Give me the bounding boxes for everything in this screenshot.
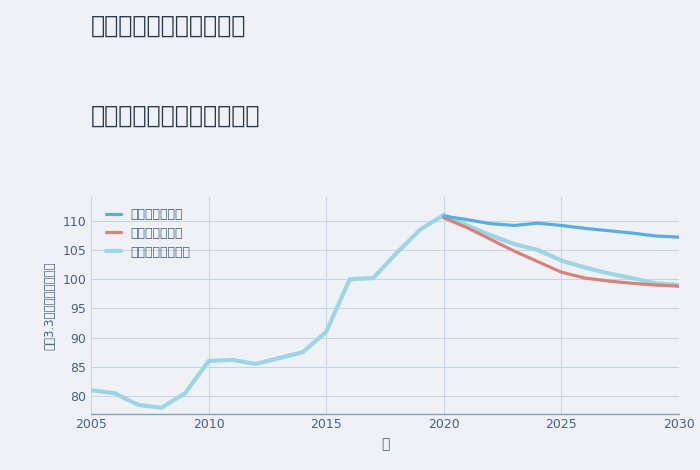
Line: グッドシナリオ: グッドシナリオ — [444, 216, 679, 237]
ノーマルシナリオ — [533, 247, 542, 253]
ノーマルシナリオ — [346, 276, 354, 282]
グッドシナリオ — [581, 226, 589, 231]
グッドシナリオ — [533, 220, 542, 226]
Text: 中古マンションの価格推移: 中古マンションの価格推移 — [91, 103, 260, 127]
グッドシナリオ — [651, 233, 659, 239]
ノーマルシナリオ — [581, 265, 589, 270]
バッドシナリオ — [675, 283, 683, 289]
ノーマルシナリオ — [393, 250, 401, 256]
ノーマルシナリオ — [87, 387, 95, 393]
ノーマルシナリオ — [181, 390, 189, 396]
バッドシナリオ — [557, 269, 566, 275]
ノーマルシナリオ — [486, 233, 495, 238]
ノーマルシナリオ — [651, 281, 659, 286]
バッドシナリオ — [440, 215, 448, 221]
グッドシナリオ — [557, 223, 566, 228]
ノーマルシナリオ — [228, 357, 237, 363]
ノーマルシナリオ — [298, 349, 307, 355]
ノーマルシナリオ — [628, 275, 636, 281]
ノーマルシナリオ — [322, 329, 330, 335]
バッドシナリオ — [604, 278, 612, 284]
グッドシナリオ — [628, 230, 636, 236]
バッドシナリオ — [628, 281, 636, 286]
Text: 兵庫県姫路市夢前町寺の: 兵庫県姫路市夢前町寺の — [91, 14, 246, 38]
Y-axis label: 坪（3.3㎡）単価（万円）: 坪（3.3㎡）単価（万円） — [43, 261, 57, 350]
ノーマルシナリオ — [204, 358, 213, 364]
グッドシナリオ — [486, 221, 495, 227]
バッドシナリオ — [533, 259, 542, 265]
グッドシナリオ — [440, 213, 448, 219]
バッドシナリオ — [651, 282, 659, 288]
ノーマルシナリオ — [416, 227, 424, 232]
グッドシナリオ — [604, 228, 612, 234]
ノーマルシナリオ — [251, 361, 260, 367]
X-axis label: 年: 年 — [381, 437, 389, 451]
ノーマルシナリオ — [463, 223, 472, 228]
Line: バッドシナリオ: バッドシナリオ — [444, 218, 679, 286]
ノーマルシナリオ — [158, 405, 166, 411]
バッドシナリオ — [510, 248, 519, 254]
ノーマルシナリオ — [369, 275, 377, 281]
バッドシナリオ — [463, 225, 472, 231]
Legend: グッドシナリオ, バッドシナリオ, ノーマルシナリオ: グッドシナリオ, バッドシナリオ, ノーマルシナリオ — [103, 206, 193, 261]
ノーマルシナリオ — [111, 390, 119, 396]
グッドシナリオ — [510, 223, 519, 228]
バッドシナリオ — [581, 275, 589, 281]
ノーマルシナリオ — [275, 355, 284, 361]
グッドシナリオ — [675, 235, 683, 240]
ノーマルシナリオ — [557, 258, 566, 263]
バッドシナリオ — [486, 237, 495, 243]
ノーマルシナリオ — [134, 402, 142, 407]
ノーマルシナリオ — [510, 241, 519, 247]
ノーマルシナリオ — [604, 271, 612, 276]
ノーマルシナリオ — [675, 282, 683, 288]
グッドシナリオ — [463, 217, 472, 222]
ノーマルシナリオ — [440, 212, 448, 218]
Line: ノーマルシナリオ: ノーマルシナリオ — [91, 215, 679, 408]
